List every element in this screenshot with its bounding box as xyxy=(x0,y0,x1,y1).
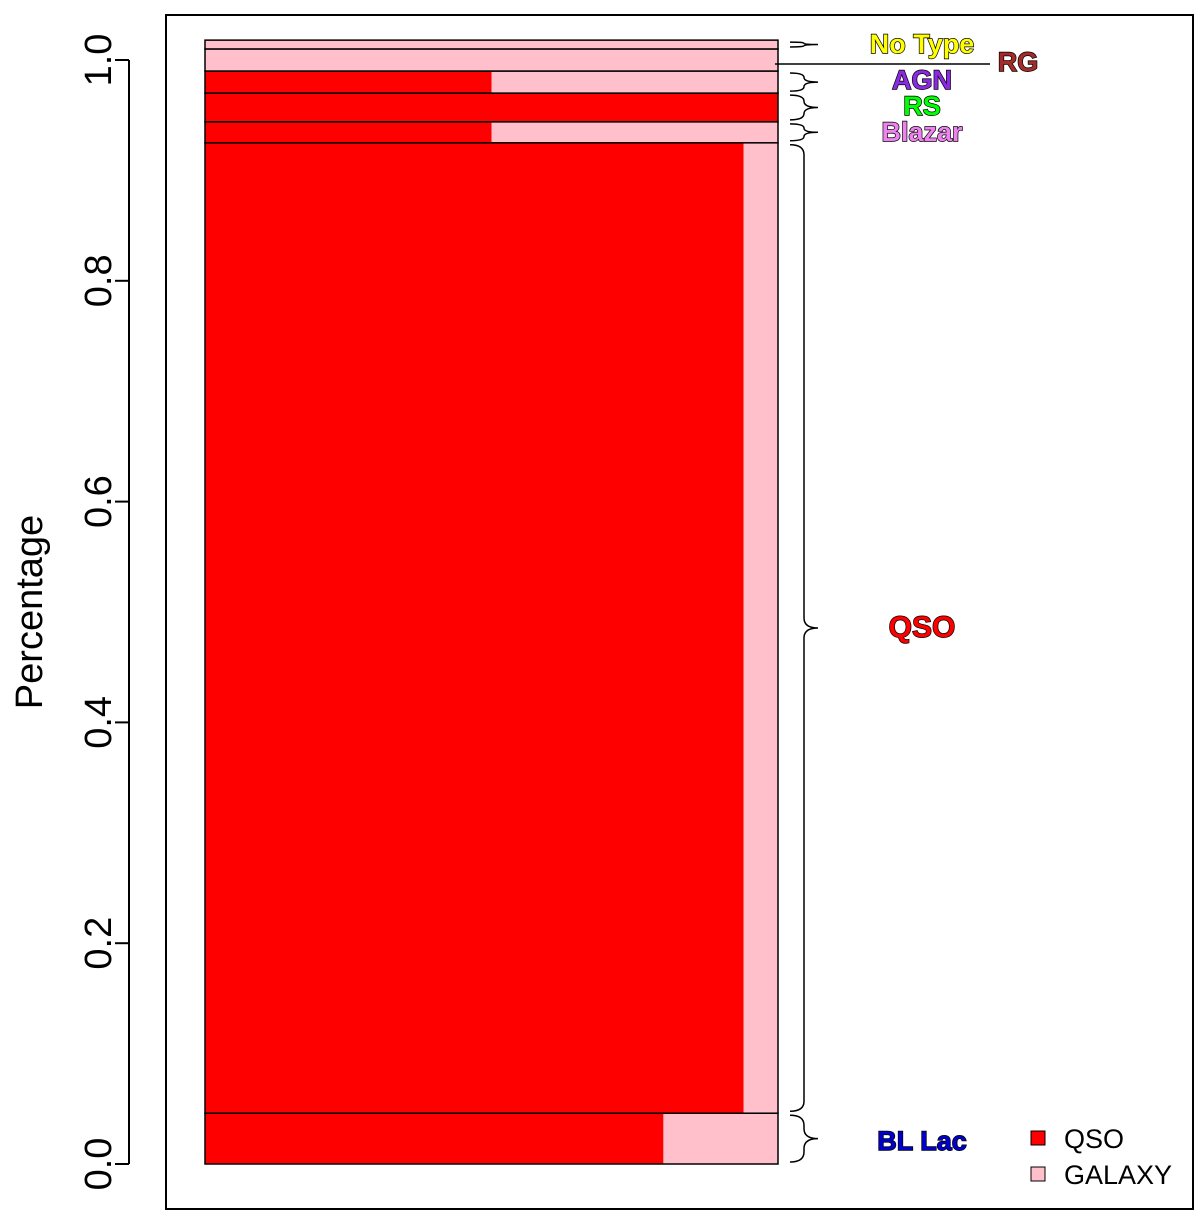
bar-galaxy xyxy=(205,48,778,72)
y-tick-label: 0.6 xyxy=(78,475,120,528)
brace xyxy=(789,72,819,92)
plot-frame xyxy=(165,14,1194,1210)
legend: QSO GALAXY xyxy=(1030,1124,1172,1190)
segment-qso xyxy=(204,142,779,1114)
bar-outline xyxy=(204,39,779,50)
bar-galaxy xyxy=(743,142,778,1114)
category-braces xyxy=(775,41,990,1163)
bar-qso xyxy=(205,71,492,94)
y-axis: 0.0 0.2 0.4 0.6 0.8 1.0 xyxy=(78,34,130,1191)
segment-bl-lac xyxy=(204,1112,779,1165)
bar-galaxy xyxy=(663,1113,778,1164)
y-tick-label: 0.4 xyxy=(78,696,120,749)
legend-swatch-galaxy xyxy=(1030,1166,1046,1182)
y-tick-label: 1.0 xyxy=(78,34,120,87)
bar-qso xyxy=(205,142,744,1114)
bar-segments xyxy=(204,39,779,1165)
category-label-rg: RG xyxy=(998,47,1039,77)
y-tick-label: 0.0 xyxy=(78,1138,120,1191)
segment-rs xyxy=(204,92,779,123)
bar-galaxy xyxy=(205,40,778,49)
legend-label-qso: QSO xyxy=(1064,1124,1124,1154)
bar-galaxy xyxy=(491,121,778,143)
legend-label-galaxy: GALAXY xyxy=(1064,1160,1172,1190)
brace xyxy=(789,94,819,121)
category-label-agn: AGN xyxy=(892,65,952,95)
y-axis-title: Percentage xyxy=(9,515,51,709)
segment-rg xyxy=(204,48,779,72)
bar-qso xyxy=(205,121,492,143)
category-label-rs: RS xyxy=(903,91,941,121)
category-label-blazar: Blazar xyxy=(881,117,963,147)
brace xyxy=(789,123,819,142)
brace xyxy=(789,41,819,48)
segment-no-type xyxy=(204,39,779,50)
bar-qso xyxy=(205,1113,664,1164)
segment-blazar xyxy=(204,121,779,144)
segment-agn xyxy=(204,70,779,94)
y-tick-label: 0.2 xyxy=(78,917,120,970)
category-label-qso: QSO xyxy=(889,611,956,644)
brace xyxy=(789,144,819,1112)
category-label-no-type: No Type xyxy=(870,29,975,59)
bar-qso xyxy=(205,93,778,122)
category-label-bl-lac: BL Lac xyxy=(877,1126,967,1156)
brace xyxy=(789,1114,819,1163)
legend-swatch-qso xyxy=(1030,1130,1046,1146)
bar-galaxy xyxy=(491,71,778,94)
y-tick-label: 0.8 xyxy=(78,254,120,307)
